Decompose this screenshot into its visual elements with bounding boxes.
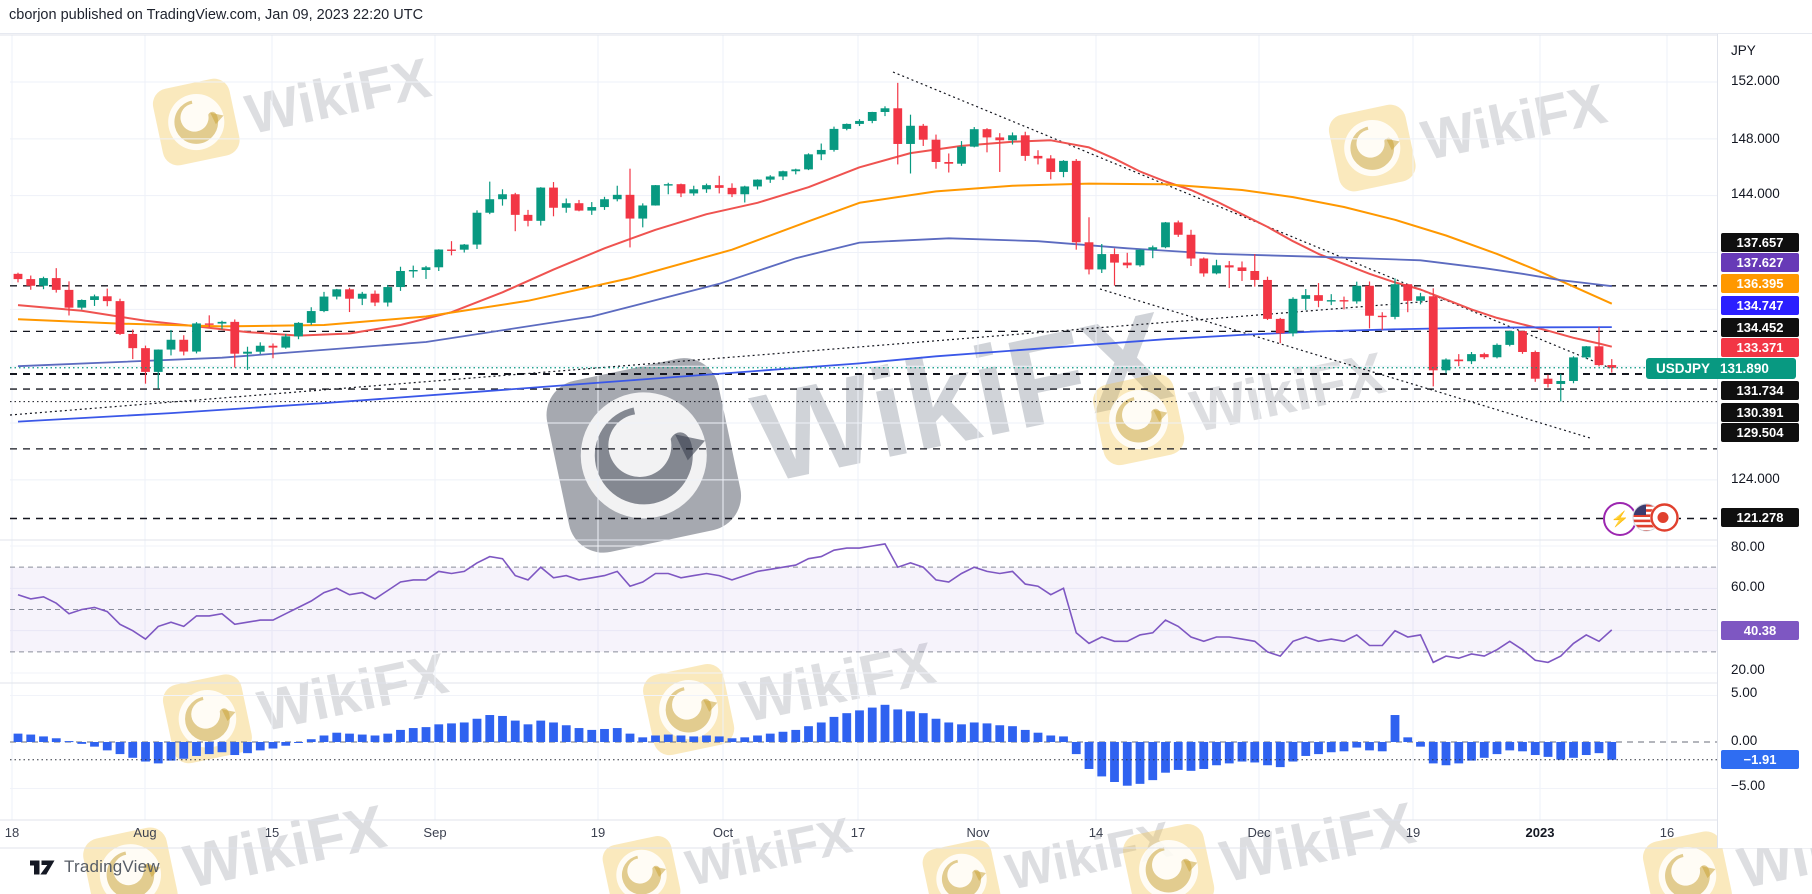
time-axis[interactable]: 18 Aug 15 Sep 19 Oct 17 Nov 14 Dec 19 2023 16 [5,825,1674,840]
wikifx-watermark: WikiFX [152,46,436,166]
price-tick-label: −5.00 [1731,778,1766,793]
moving-averages [17,139,1613,423]
wikifx-watermark: WikiFX [1328,72,1612,192]
price-tick-label: 152.000 [1731,73,1780,88]
price-tick-label: 144.000 [1731,186,1780,201]
price-tick-label: JPY [1731,43,1756,58]
published-line: cborjon published on TradingView.com, Ja… [9,7,424,23]
tradingview-logo-text: TradingView [64,857,160,876]
price-level-badge[interactable]: −1.91 [1721,750,1799,769]
rsi-pane [10,543,1717,664]
svg-text:WikiFX: WikiFX [1215,790,1421,894]
price-level-badge[interactable]: 121.278 [1721,508,1799,527]
macd-pane [10,704,1717,786]
price-level-badge[interactable]: 134.452 [1721,318,1799,337]
alert-lightning-icon[interactable]: ⚡ [1603,502,1637,536]
trendline [892,71,1611,369]
time-tick-label: Aug [133,825,156,840]
time-tick-label: 19 [591,825,605,840]
ma-slow-slate [17,237,1612,368]
wikifx-watermark: WikiFX [546,284,1181,553]
time-tick-label: 19 [1406,825,1420,840]
price-level-badge[interactable]: 136.395 [1721,274,1799,293]
time-tick-label: 14 [1089,825,1103,840]
time-tick-label: 15 [265,825,279,840]
price-tick-label: 0.00 [1731,733,1758,748]
jp-flag-icon [1650,503,1679,532]
price-tick-label: 60.00 [1731,579,1765,594]
price-level-badge[interactable]: 137.657 [1721,233,1799,252]
price-tick-label: 80.00 [1731,539,1765,554]
ma-long-blue [17,326,1612,423]
ma-fast-red [17,139,1613,348]
price-level-badge[interactable]: 137.627 [1721,253,1799,272]
symbol-label: USDJPY [1656,361,1711,376]
trendline [1099,288,1591,439]
price-level-badge[interactable]: 131.734 [1721,381,1799,400]
rsi-line [17,543,1613,664]
tradingview-logo-icon [30,860,55,874]
candlestick-series[interactable] [13,82,1617,402]
price-level-badge[interactable]: 129.504 [1721,423,1799,442]
time-tick-label: Sep [423,825,446,840]
svg-text:WikiFX: WikiFX [178,792,391,894]
time-tick-label: Dec [1247,825,1271,840]
time-tick-label: 17 [851,825,865,840]
wikifx-watermark: WikiFX [1123,790,1421,894]
price-scale[interactable]: JPY 152.000 148.000 144.000 124.000 80.00 60.0… [1717,33,1812,848]
svg-text:WikiFX: WikiFX [681,806,857,894]
price-level-badge[interactable]: 133.371 [1721,338,1799,357]
svg-text:WikiFX: WikiFX [240,46,436,146]
wikifx-watermark: WikiFX [602,806,857,894]
time-tick-label: 2023 [1526,825,1555,840]
price-level-badge[interactable]: 134.747 [1721,296,1799,315]
time-tick-label: Nov [966,825,990,840]
tradingview-logo[interactable]: TradingView [30,857,160,877]
svg-text:WikiFX: WikiFX [1185,340,1391,445]
time-tick-label: Oct [713,825,734,840]
header-bar: cborjon published on TradingView.com, Ja… [0,0,1812,34]
symbol-price-badge[interactable]: USDJPY 131.890 [1646,358,1796,379]
price-tick-label: 5.00 [1731,685,1758,700]
time-tick-label: 16 [1660,825,1674,840]
price-tick-label: 20.00 [1731,662,1765,677]
ma-mid-orange [17,182,1613,328]
time-tick-label: 18 [5,825,19,840]
price-level-badge[interactable]: 40.38 [1721,621,1799,640]
svg-text:WikiFX: WikiFX [1416,72,1612,172]
symbol-price: 131.890 [1720,361,1769,376]
price-tick-label: 148.000 [1731,131,1780,146]
price-level-badge[interactable]: 130.391 [1721,403,1799,422]
price-tick-label: 124.000 [1731,471,1780,486]
